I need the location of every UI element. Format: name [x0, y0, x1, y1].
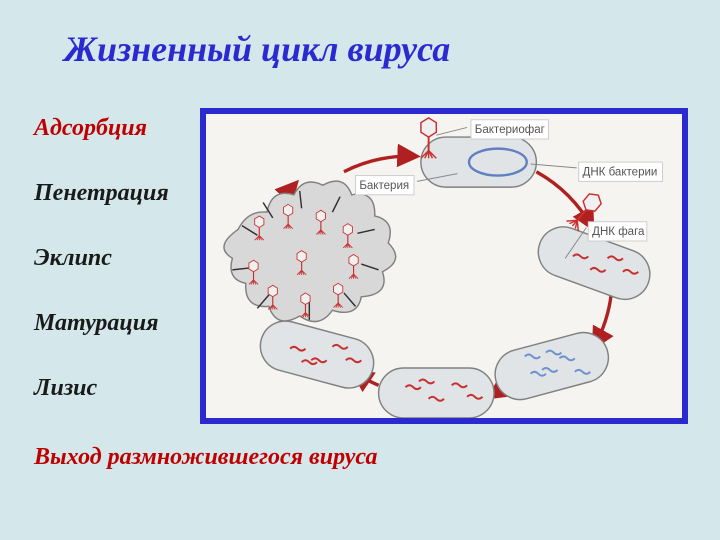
stage-5: Выход размножившегося вируса — [34, 444, 377, 471]
bacterium-top — [421, 137, 536, 187]
diagram-label: Бактериофаг — [475, 124, 545, 136]
lifecycle-svg: Бактериофаг Бактерия ДНК бактерии ДНК фага — [206, 114, 682, 418]
cycle-arrow — [344, 156, 416, 172]
stage-3: Матурация — [34, 310, 158, 337]
diagram-label: ДНК фага — [592, 226, 645, 238]
diagram-label: ДНК бактерии — [583, 167, 658, 179]
lifecycle-diagram: Бактериофаг Бактерия ДНК бактерии ДНК фага — [200, 108, 688, 424]
slide-title: Жизненный цикл вируса — [64, 28, 450, 70]
bacterium-br — [490, 327, 614, 405]
bacterium-bottom — [379, 368, 494, 418]
stage-0: Адсорбция — [34, 115, 147, 142]
stage-2: Эклипс — [34, 245, 112, 272]
stage-1: Пенетрация — [34, 180, 169, 207]
stage-4: Лизис — [34, 375, 97, 402]
slide: Жизненный цикл вируса Адсорбция Пенетраци… — [0, 0, 720, 540]
diagram-label: Бактерия — [359, 180, 409, 192]
bacterium-bl — [255, 315, 379, 393]
